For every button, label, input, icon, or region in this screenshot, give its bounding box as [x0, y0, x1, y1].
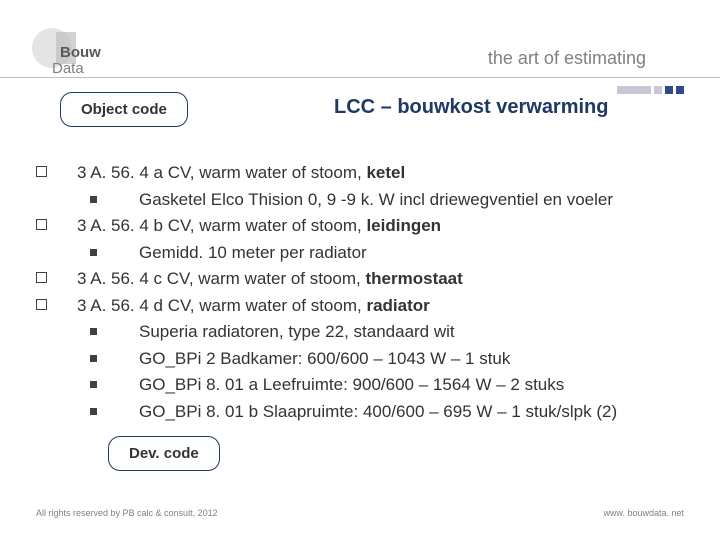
list-item: 3 A. 56. 4 a CV, warm water of stoom, ke…: [36, 160, 696, 186]
list-subitem-text: Superia radiatoren, type 22, standaard w…: [139, 319, 455, 345]
dev-code-badge: Dev. code: [108, 436, 220, 471]
list-subitem-text: GO_BPi 2 Badkamer: 600/600 – 1043 W – 1 …: [139, 346, 510, 372]
content-list: 3 A. 56. 4 a CV, warm water of stoom, ke…: [36, 160, 696, 425]
square-bullet-icon: [90, 408, 97, 415]
slide-title: LCC – bouwkost verwarming: [334, 96, 609, 119]
square-bullet-icon: [90, 381, 97, 388]
checkbox-icon: [36, 299, 47, 310]
list-subitem: Gasketel Elco Thision 0, 9 -9 k. W incl …: [36, 187, 696, 213]
list-item-text: 3 A. 56. 4 c CV, warm water of stoom, th…: [77, 266, 463, 292]
list-item-text: 3 A. 56. 4 b CV, warm water of stoom, le…: [77, 213, 441, 239]
list-item-text: 3 A. 56. 4 a CV, warm water of stoom, ke…: [77, 160, 405, 186]
list-subitem-text: Gasketel Elco Thision 0, 9 -9 k. W incl …: [139, 187, 613, 213]
logo-text-top: Bouw: [60, 44, 101, 61]
footer-url: www. bouwdata. net: [603, 508, 684, 518]
list-item: 3 A. 56. 4 b CV, warm water of stoom, le…: [36, 213, 696, 239]
list-subitem-text: GO_BPi 8. 01 a Leefruimte: 900/600 – 156…: [139, 372, 564, 398]
list-subitem: GO_BPi 8. 01 a Leefruimte: 900/600 – 156…: [36, 372, 696, 398]
tagline: the art of estimating: [488, 48, 646, 69]
checkbox-icon: [36, 166, 47, 177]
logo-text-bottom: Data: [52, 60, 84, 77]
title-row: Object code LCC – bouwkost verwarming: [0, 78, 720, 138]
square-bullet-icon: [90, 249, 97, 256]
list-subitem: GO_BPi 8. 01 b Slaapruimte: 400/600 – 69…: [36, 399, 696, 425]
list-subitem: Gemidd. 10 meter per radiator: [36, 240, 696, 266]
list-item-text: 3 A. 56. 4 d CV, warm water of stoom, ra…: [77, 293, 430, 319]
list-item: 3 A. 56. 4 d CV, warm water of stoom, ra…: [36, 293, 696, 319]
checkbox-icon: [36, 272, 47, 283]
list-subitem-text: GO_BPi 8. 01 b Slaapruimte: 400/600 – 69…: [139, 399, 617, 425]
square-bullet-icon: [90, 328, 97, 335]
object-code-badge: Object code: [60, 92, 188, 127]
logo: Bouw Data: [36, 38, 96, 78]
footer-copyright: All rights reserved by PB calc & consult…: [36, 508, 218, 518]
checkbox-icon: [36, 219, 47, 230]
square-bullet-icon: [90, 196, 97, 203]
list-subitem: Superia radiatoren, type 22, standaard w…: [36, 319, 696, 345]
list-subitem-text: Gemidd. 10 meter per radiator: [139, 240, 367, 266]
list-item: 3 A. 56. 4 c CV, warm water of stoom, th…: [36, 266, 696, 292]
header: Bouw Data the art of estimating: [0, 0, 720, 78]
square-bullet-icon: [90, 355, 97, 362]
list-subitem: GO_BPi 2 Badkamer: 600/600 – 1043 W – 1 …: [36, 346, 696, 372]
